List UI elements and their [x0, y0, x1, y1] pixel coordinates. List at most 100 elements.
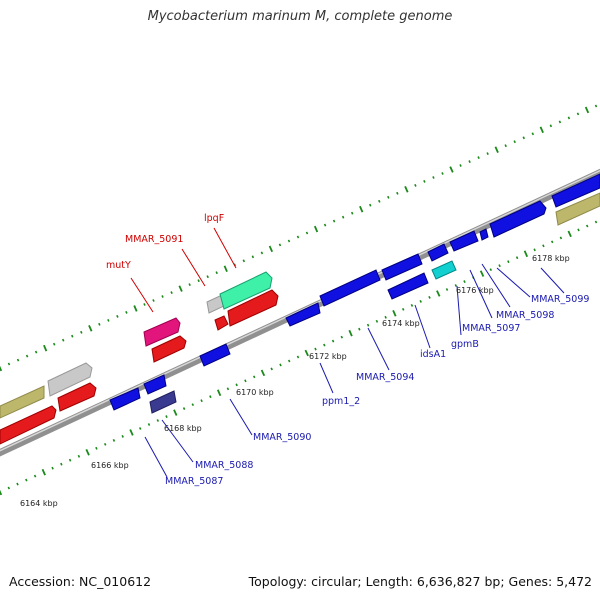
gene-MMAR-5094-b[interactable] — [381, 253, 423, 281]
scale-tick — [358, 327, 361, 331]
scale-tick — [116, 314, 119, 318]
gene-idsA1[interactable] — [387, 272, 429, 300]
scale-tick — [260, 369, 266, 377]
gene-MMAR-5088[interactable] — [149, 390, 177, 414]
scale-tick — [410, 303, 414, 307]
reverse-leader-lines — [144, 263, 565, 478]
scale-tick — [85, 449, 90, 456]
gene-gpmB[interactable] — [431, 260, 457, 280]
scale-tick — [401, 307, 405, 311]
scale-tick — [445, 288, 449, 291]
scale-tick — [80, 330, 83, 334]
gene-MMAR-5097[interactable] — [449, 230, 479, 252]
label-MMAR-5094[interactable]: MMAR_5094 — [356, 372, 414, 383]
scale-tick — [436, 290, 441, 297]
scale-tick — [133, 305, 138, 312]
label-MMAR-5097[interactable]: MMAR_5097 — [462, 323, 520, 334]
gene-blue-small[interactable] — [427, 243, 449, 262]
reverse-features — [109, 173, 600, 414]
scale-tick — [52, 342, 56, 346]
gene-blue-right[interactable] — [551, 173, 600, 208]
reverse-gene-labels: MMAR_5087 MMAR_5088 MMAR_5090 ppm1_2 MMA… — [165, 294, 589, 487]
label-ppm1-2[interactable]: ppm1_2 — [322, 396, 360, 407]
gene-MMAR-5087[interactable] — [109, 387, 141, 411]
scale-label-6174: 6174 kbp — [382, 319, 420, 328]
scale-tick — [542, 244, 545, 248]
scale-tick — [268, 245, 274, 253]
scale-tick — [594, 220, 598, 224]
scale-tick — [206, 275, 209, 279]
gene-red-3[interactable] — [151, 335, 187, 363]
scale-tick — [513, 140, 516, 144]
scale-tick — [331, 339, 335, 343]
scale-tick — [523, 250, 529, 258]
label-MMAR-5090[interactable]: MMAR_5090 — [253, 432, 311, 443]
gene-MMAR-5094[interactable] — [319, 269, 381, 307]
scale-tick — [252, 375, 256, 379]
gene-MMAR-5088-top[interactable] — [143, 374, 167, 395]
scale-tick — [504, 144, 507, 148]
scale-tick — [369, 203, 372, 207]
label-MMAR-5087[interactable]: MMAR_5087 — [165, 476, 223, 487]
label-MMAR-5098[interactable]: MMAR_5098 — [496, 310, 554, 321]
gene-lpqF[interactable] — [219, 271, 273, 310]
scale-tick — [161, 295, 164, 298]
gene-khaki-left[interactable] — [0, 385, 45, 419]
scale-tick — [486, 152, 489, 156]
scale-tick — [468, 160, 471, 164]
scale-tick — [463, 280, 466, 284]
scale-tick — [103, 442, 107, 446]
gene-MMAR-5091[interactable] — [227, 289, 279, 327]
gene-MMAR-5098[interactable] — [479, 228, 489, 241]
scale-tick — [152, 299, 155, 302]
scale-tick — [242, 259, 246, 263]
gene-grey-left[interactable] — [47, 362, 93, 397]
label-lpqF[interactable]: lpqF — [204, 213, 224, 224]
label-idsA1[interactable]: idsA1 — [420, 349, 446, 360]
scale-tick — [404, 186, 409, 193]
scale-tick — [165, 415, 168, 419]
scale-label-6166: 6166 kbp — [91, 461, 129, 470]
scale-tick — [156, 419, 160, 422]
scale-tick — [305, 231, 309, 235]
gene-red-small[interactable] — [214, 315, 229, 331]
accession-text: Accession: NC_010612 — [9, 574, 152, 589]
gene-khaki-right[interactable] — [555, 192, 600, 226]
scale-tick — [539, 126, 544, 134]
label-gpmB[interactable]: gpmB — [451, 339, 479, 350]
gene-MMAR-5099[interactable] — [489, 200, 547, 238]
gene-MMAR-5090[interactable] — [199, 343, 231, 367]
gene-mutY[interactable] — [143, 317, 181, 347]
scale-label-6176: 6176 kbp — [456, 286, 494, 295]
scale-tick — [384, 315, 387, 319]
scale-tick — [88, 325, 93, 332]
scale-tick — [170, 291, 173, 295]
scale-tick — [567, 230, 572, 238]
scale-tick — [7, 486, 11, 490]
scale-tick — [414, 183, 417, 187]
scale-tick — [549, 124, 553, 128]
scale-tick — [296, 235, 300, 239]
scale-tick — [0, 489, 3, 496]
gene-red-2[interactable] — [57, 382, 97, 412]
scale-tick — [584, 106, 590, 114]
gene-ppm1-2[interactable] — [285, 302, 321, 327]
scale-tick — [576, 112, 580, 116]
scale-tick — [60, 462, 63, 466]
scale-tick — [375, 319, 379, 323]
label-MMAR-5091[interactable]: MMAR_5091 — [125, 234, 183, 245]
scale-tick — [454, 284, 458, 287]
label-mutY[interactable]: mutY — [106, 260, 131, 271]
scale-label-6168: 6168 kbp — [164, 424, 202, 433]
label-MMAR-5099[interactable]: MMAR_5099 — [531, 294, 589, 305]
scale-label-6170: 6170 kbp — [236, 388, 274, 397]
scale-labels: 6164 kbp 6166 kbp 6168 kbp 6170 kbp 6172… — [20, 254, 570, 508]
scale-tick — [43, 344, 48, 352]
label-MMAR-5088[interactable]: MMAR_5088 — [195, 460, 253, 471]
scale-tick — [340, 335, 344, 339]
scale-tick — [143, 303, 146, 306]
scale-tick — [95, 446, 98, 450]
forward-leader-lines — [130, 227, 237, 313]
gene-red-1[interactable] — [0, 405, 57, 445]
scale-tick — [191, 403, 195, 407]
